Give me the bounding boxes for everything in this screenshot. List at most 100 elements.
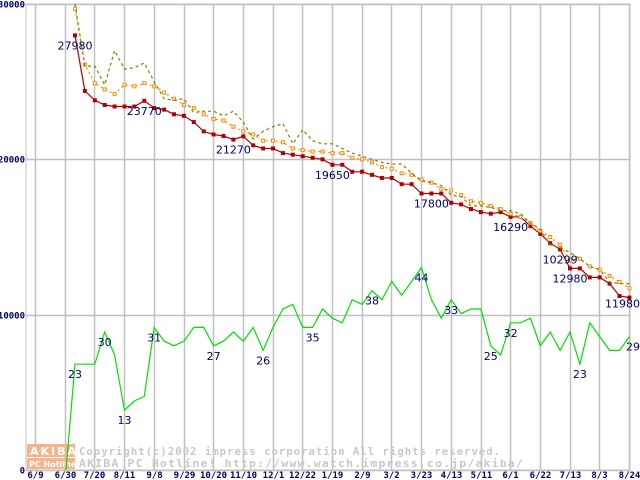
data-label-shop-count: 32 [504, 327, 518, 340]
site-url-text: AKIBA PC Hotline! http://www.watch.impre… [79, 457, 524, 470]
data-label-min-price: 21270 [216, 144, 251, 157]
data-point-avg-price [73, 6, 77, 11]
data-point-avg-price [102, 87, 107, 92]
data-point-avg-price [370, 160, 374, 165]
grid [25, 3, 631, 472]
data-point-avg-price [261, 138, 266, 143]
x-tick-label: 11/10 [230, 471, 257, 480]
data-point-avg-price [478, 200, 483, 205]
data-point-min-price [261, 146, 266, 151]
data-label-shop-count: 33 [444, 304, 458, 317]
data-label-min-price: 19650 [315, 169, 350, 182]
x-tick-label: 12/22 [289, 471, 316, 480]
data-point-min-price [271, 146, 275, 151]
data-point-min-price [389, 175, 394, 180]
data-point-avg-price [162, 90, 167, 95]
data-point-min-price [241, 134, 246, 139]
x-tick-label: 7/20 [84, 471, 106, 480]
data-point-min-price [280, 151, 285, 156]
plot-frame [25, 3, 631, 471]
data-point-avg-price [251, 132, 256, 137]
data-label-shop-count: 27 [207, 350, 221, 363]
data-point-avg-price [132, 84, 137, 89]
data-point-min-price [82, 88, 87, 93]
data-point-avg-price [320, 149, 325, 154]
data-point-avg-price [221, 118, 226, 123]
data-point-min-price [548, 241, 553, 246]
data-point-min-price [221, 134, 226, 139]
data-point-min-price [627, 295, 632, 300]
data-point-avg-price [627, 286, 632, 291]
data-point-avg-price [122, 82, 127, 87]
data-point-min-price [538, 231, 543, 236]
data-label-shop-count: 29 [626, 341, 640, 354]
data-point-avg-price [548, 235, 553, 239]
data-point-avg-price [419, 177, 424, 182]
data-point-min-price [152, 106, 157, 111]
data-point-avg-price [607, 273, 612, 278]
data-label-min-price: 27980 [58, 39, 93, 52]
x-tick-label: 10/20 [200, 471, 227, 480]
data-point-min-price [320, 157, 325, 162]
data-point-min-price [112, 104, 117, 109]
data-point-avg-price [558, 242, 563, 247]
data-label-min-price: 17800 [414, 198, 449, 211]
data-point-min-price [459, 202, 464, 207]
series-line-max-price [74, 3, 630, 285]
data-point-min-price [340, 162, 345, 167]
data-point-min-price [379, 175, 384, 180]
x-tick-label: 8/24 [619, 471, 640, 480]
x-tick-label: 2/9 [354, 471, 370, 480]
data-point-avg-price [518, 214, 523, 219]
x-tick-label: 6/9 [27, 471, 43, 480]
x-tick-label: 9/8 [146, 471, 162, 480]
data-point-avg-price [498, 207, 503, 212]
data-label-min-price: 12980 [553, 272, 588, 285]
data-point-avg-price [181, 102, 186, 107]
data-point-min-price [528, 224, 533, 229]
data-point-min-price [201, 129, 206, 134]
data-label-min-price: 10299 [543, 253, 578, 266]
data-point-min-price [597, 275, 602, 280]
data-point-min-price [568, 266, 572, 271]
data-point-min-price [191, 120, 196, 125]
data-label-min-price: 23770 [127, 105, 162, 118]
data-label-shop-count: 26 [256, 354, 270, 367]
data-point-min-price [360, 169, 365, 174]
x-tick-label: 6/30 [55, 471, 77, 480]
data-label-shop-count: 38 [365, 295, 379, 308]
watermark: AKIBA PC Hotline! Copyright(c)2002 impre… [27, 444, 524, 470]
data-point-avg-price [568, 258, 572, 263]
data-point-min-price [172, 112, 176, 117]
data-point-avg-price [142, 81, 147, 86]
data-point-avg-price [290, 146, 295, 151]
data-point-min-price [419, 191, 424, 196]
data-point-min-price [122, 104, 127, 109]
data-point-min-price [211, 132, 216, 137]
data-point-avg-price [449, 188, 454, 193]
data-point-min-price [449, 200, 454, 205]
data-point-min-price [558, 247, 563, 252]
data-point-min-price [439, 191, 444, 196]
data-point-min-price [300, 154, 305, 159]
data-label-shop-count: 35 [306, 331, 320, 344]
data-point-avg-price [577, 256, 582, 261]
data-point-avg-price [92, 81, 97, 86]
data-point-avg-price [389, 166, 394, 171]
data-label-shop-count: 23 [68, 368, 82, 381]
data-point-min-price [617, 294, 622, 299]
data-point-min-price [587, 275, 592, 280]
x-tick-label: 9/29 [174, 471, 196, 480]
data-point-avg-price [508, 211, 513, 216]
data-point-min-price [181, 113, 186, 118]
data-point-avg-price [112, 92, 117, 97]
series-line-avg-price [74, 8, 630, 289]
x-tick-label: 3/23 [411, 471, 433, 480]
x-tick-label: 7/13 [560, 471, 582, 480]
data-point-min-price [142, 98, 147, 103]
data-label-shop-count: 13 [118, 414, 132, 427]
data-point-avg-price [300, 148, 305, 153]
data-point-min-price [469, 207, 473, 212]
y-axis-ticks: 30000 20000 10000 0 [0, 1, 25, 477]
data-point-avg-price [340, 151, 345, 156]
